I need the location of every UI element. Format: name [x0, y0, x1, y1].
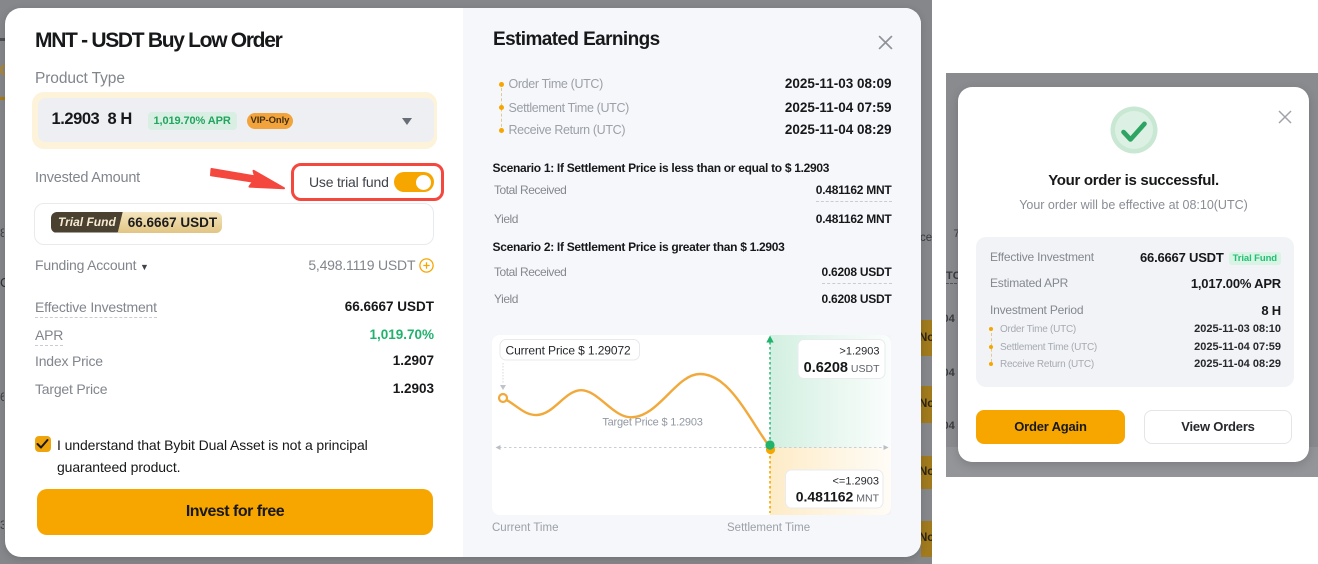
svg-text:Target Price $ 1.2903: Target Price $ 1.2903	[602, 417, 702, 429]
svg-text:<=1.2903: <=1.2903	[833, 476, 880, 488]
svg-text:>1.2903: >1.2903	[839, 346, 879, 358]
svg-text:Current Price $ 1.29072: Current Price $ 1.29072	[506, 343, 632, 357]
svg-text:0.6208 USDT: 0.6208 USDT	[804, 360, 880, 376]
svg-text:0.481162 MNT: 0.481162 MNT	[796, 489, 880, 505]
